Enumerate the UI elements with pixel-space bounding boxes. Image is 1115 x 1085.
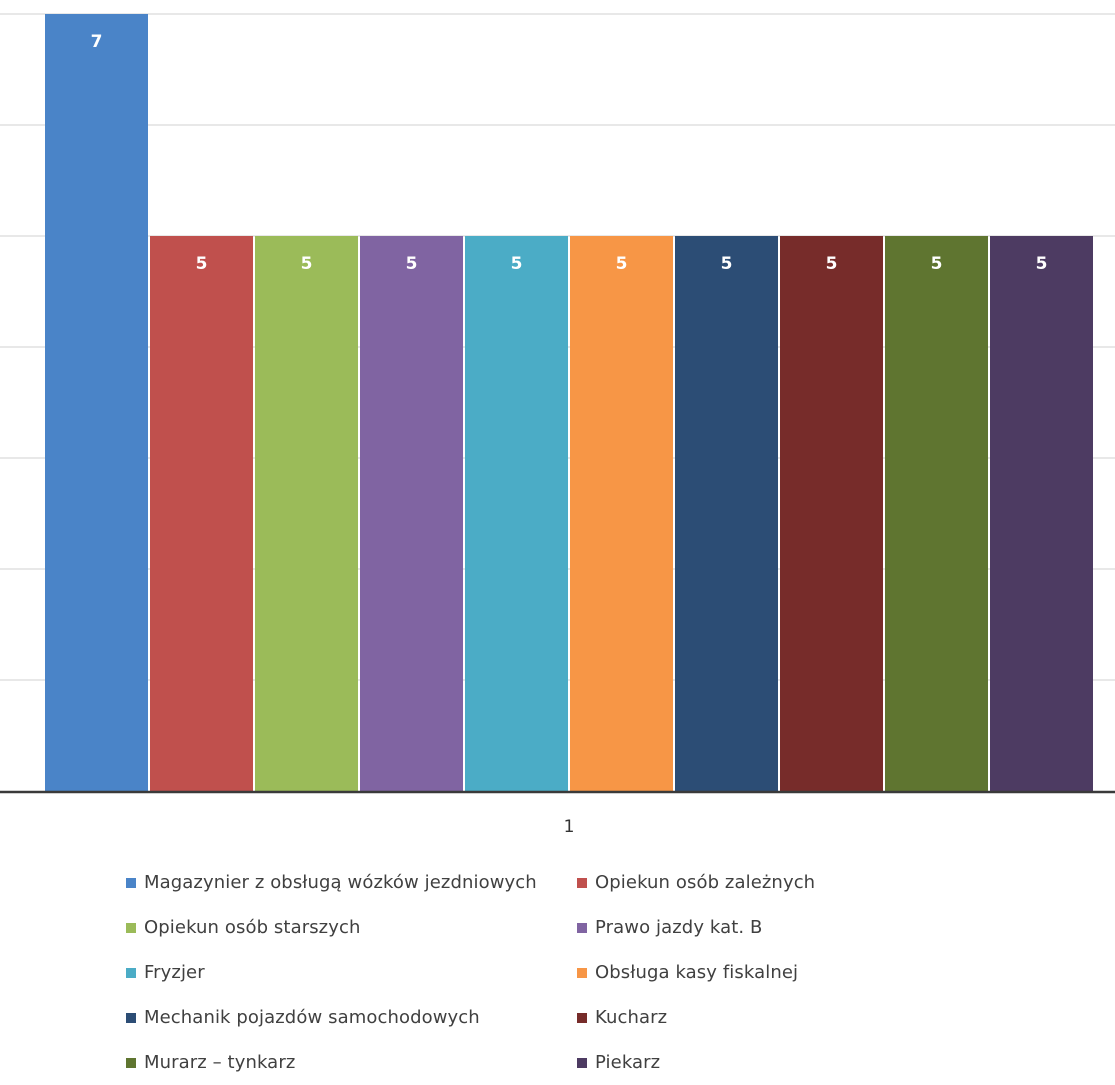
legend-item: Prawo jazdy kat. B: [577, 917, 846, 938]
bar: [360, 236, 463, 791]
legend-swatch: [126, 1057, 136, 1068]
legend-swatch: [577, 922, 587, 933]
legend-item: Murarz – tynkarz: [126, 1052, 577, 1073]
data-label: 5: [616, 254, 628, 274]
bar: [780, 236, 883, 791]
data-label: 5: [931, 254, 943, 274]
legend-item: Mechanik pojazdów samochodowych: [126, 1007, 577, 1028]
legend-swatch: [126, 1012, 136, 1023]
legend-swatch: [126, 922, 136, 933]
data-label: 5: [196, 254, 208, 274]
data-label: 5: [406, 254, 418, 274]
bar: [150, 236, 253, 791]
bar-chart: 7 5 5 5 5 5 5 5 5 5 1: [0, 13, 1115, 837]
legend-swatch: [577, 1057, 587, 1068]
legend-swatch: [577, 877, 587, 888]
bars: [45, 14, 1093, 791]
legend: Magazynier z obsługą wózków jezdniowych O…: [126, 860, 846, 1085]
legend-item: Opiekun osób starszych: [126, 917, 577, 938]
legend-label: Kucharz: [595, 1007, 668, 1028]
legend-label: Obsługa kasy fiskalnej: [595, 962, 799, 983]
data-label: 5: [511, 254, 523, 274]
legend-item: Magazynier z obsługą wózków jezdniowych: [126, 872, 577, 893]
bar: [45, 14, 148, 791]
data-label: 5: [1036, 254, 1048, 274]
legend-label: Fryzjer: [144, 962, 205, 983]
bar: [255, 236, 358, 791]
bar: [990, 236, 1093, 791]
legend-item: Opiekun osób zależnych: [577, 872, 846, 893]
data-labels: 7 5 5 5 5 5 5 5 5 5: [91, 32, 1048, 274]
data-label: 5: [301, 254, 313, 274]
legend-item: Piekarz: [577, 1052, 846, 1073]
legend-item: Kucharz: [577, 1007, 846, 1028]
data-label: 7: [91, 32, 103, 52]
bar: [465, 236, 568, 791]
legend-item: Obsługa kasy fiskalnej: [577, 962, 846, 983]
data-label: 5: [721, 254, 733, 274]
legend-swatch: [126, 967, 136, 978]
bar: [570, 236, 673, 791]
legend-label: Opiekun osób starszych: [144, 917, 361, 938]
data-label: 5: [826, 254, 838, 274]
x-tick-label: 1: [564, 817, 575, 837]
legend-item: Fryzjer: [126, 962, 577, 983]
bar: [885, 236, 988, 791]
bar: [675, 236, 778, 791]
legend-swatch: [126, 877, 136, 888]
legend-label: Murarz – tynkarz: [144, 1052, 296, 1073]
legend-label: Mechanik pojazdów samochodowych: [144, 1007, 480, 1028]
legend-label: Prawo jazdy kat. B: [595, 917, 763, 938]
legend-label: Piekarz: [595, 1052, 661, 1073]
legend-label: Opiekun osób zależnych: [595, 872, 816, 893]
legend-swatch: [577, 967, 587, 978]
legend-swatch: [577, 1012, 587, 1023]
legend-label: Magazynier z obsługą wózków jezdniowych: [144, 872, 537, 893]
